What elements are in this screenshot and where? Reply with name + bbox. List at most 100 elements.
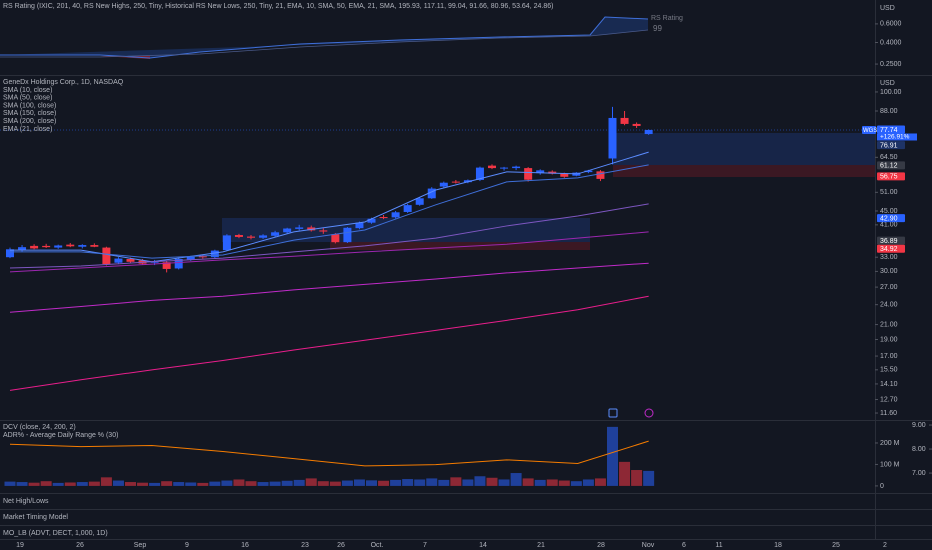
zone-box (613, 133, 875, 165)
candle-body (427, 188, 436, 199)
rs-legend: RS Rating (IXIC, 201, 40, RS New Highs, … (3, 3, 553, 10)
moving-average-line (10, 164, 649, 259)
volume-bar (197, 482, 209, 486)
change-badge (877, 133, 917, 141)
volume-legend: DCV (close, 24, 200, 2) (3, 424, 76, 431)
x-tick-label: 16 (241, 542, 249, 549)
volume-bar (462, 479, 474, 486)
adr-line (9, 440, 649, 467)
indicator-row-label: Market Timing Model (3, 514, 68, 521)
x-tick-label: 26 (76, 542, 84, 549)
x-tick-label: 21 (537, 542, 545, 549)
x-tick-label: Sep (134, 542, 147, 549)
moving-average-line (9, 231, 649, 273)
rs-tick-label: 0.6000 (880, 21, 902, 28)
candle-body (608, 117, 617, 159)
x-tick-label: 7 (423, 542, 427, 549)
volume-bar (450, 477, 462, 486)
volume-bar (498, 479, 510, 486)
candle-body (271, 232, 280, 236)
candle-body (379, 217, 388, 219)
candle-body (174, 259, 183, 269)
candle-body (451, 181, 460, 183)
candle-body (500, 167, 509, 169)
candle-body (114, 258, 123, 263)
volume-bar (558, 480, 570, 486)
price-badge-label: 56.75 (880, 174, 898, 181)
price-tick-label: 51.00 (880, 189, 898, 196)
price-badge-label: 36.89 (880, 238, 898, 245)
adr-tick-label: 8.00 (912, 446, 926, 453)
volume-bar (619, 461, 631, 486)
price-tick-label: 19.00 (880, 336, 898, 343)
x-tick-label: 25 (832, 542, 840, 549)
candle-body (560, 173, 569, 177)
volume-bar (112, 480, 124, 486)
moving-average-line (9, 295, 649, 391)
volume-bar (522, 478, 534, 486)
volume-bar (631, 470, 643, 486)
price-badge-label: 34.92 (880, 246, 898, 253)
rs-tick-label: 0.2500 (880, 61, 902, 68)
candle-body (355, 222, 364, 229)
volume-bar (281, 480, 293, 486)
volume-bar (125, 482, 136, 486)
candle-body (283, 228, 292, 233)
x-tick-label: Oct. (371, 542, 384, 549)
candle-body (259, 235, 268, 238)
volume-bar (390, 479, 402, 486)
volume-bar (209, 481, 221, 486)
currency-label: USD (880, 5, 895, 12)
candle-body (524, 168, 533, 180)
x-tick-label: 26 (337, 542, 345, 549)
candle-body (584, 170, 593, 173)
volume-bar (378, 480, 390, 486)
price-badge-label: 42.90 (880, 215, 898, 222)
event-icon[interactable] (608, 408, 618, 418)
price-badge (877, 125, 905, 134)
candle-body (6, 249, 14, 258)
candle-body (222, 235, 231, 251)
price-tick-label: 88.00 (880, 108, 898, 115)
volume-bar (414, 479, 426, 486)
candle-body (198, 256, 207, 258)
volume-bar (257, 482, 269, 486)
volume-bar (534, 479, 546, 486)
candle-body (632, 123, 641, 126)
volume-bar (341, 480, 353, 486)
candle-body (307, 227, 316, 231)
indicator-row-label: Net High/Lows (3, 498, 49, 505)
price-tick-label: 24.00 (880, 302, 898, 309)
moving-average-line (9, 262, 649, 313)
price-tick-label: 41.00 (880, 222, 898, 229)
volume-tick-label: 100 M (880, 461, 900, 468)
event-icon[interactable] (644, 408, 654, 418)
rs-rating-label: RS Rating (651, 15, 683, 22)
price-tick-label: 11.60 (880, 410, 897, 417)
ma-legend: SMA (200, close) (3, 118, 56, 125)
candle-body (66, 244, 75, 247)
volume-bar (353, 479, 365, 486)
volume-bar (293, 479, 305, 486)
volume-tick-label: 0 (880, 483, 884, 490)
price-badge (877, 244, 905, 253)
price-badge (877, 141, 905, 150)
symbol-badge (862, 126, 876, 134)
volume-bar (28, 482, 40, 486)
volume-legend: ADR% - Average Daily Range % (30) (3, 432, 118, 439)
ma-legend: SMA (50, close) (3, 95, 52, 102)
candle-body (548, 171, 557, 174)
price-badge (877, 236, 905, 245)
candle-body (391, 212, 400, 218)
candle-body (234, 235, 243, 237)
volume-bar (486, 477, 498, 486)
price-tick-label: 27.00 (880, 284, 898, 291)
candle-body (403, 205, 412, 212)
volume-bar (546, 479, 558, 486)
x-tick-label: 28 (597, 542, 605, 549)
candle-body (620, 117, 629, 124)
candle-body (78, 245, 87, 247)
volume-bar (173, 482, 185, 486)
indicator-row-label: MO_LB (ADVT, DECT, 1,000, 1D) (3, 530, 108, 537)
